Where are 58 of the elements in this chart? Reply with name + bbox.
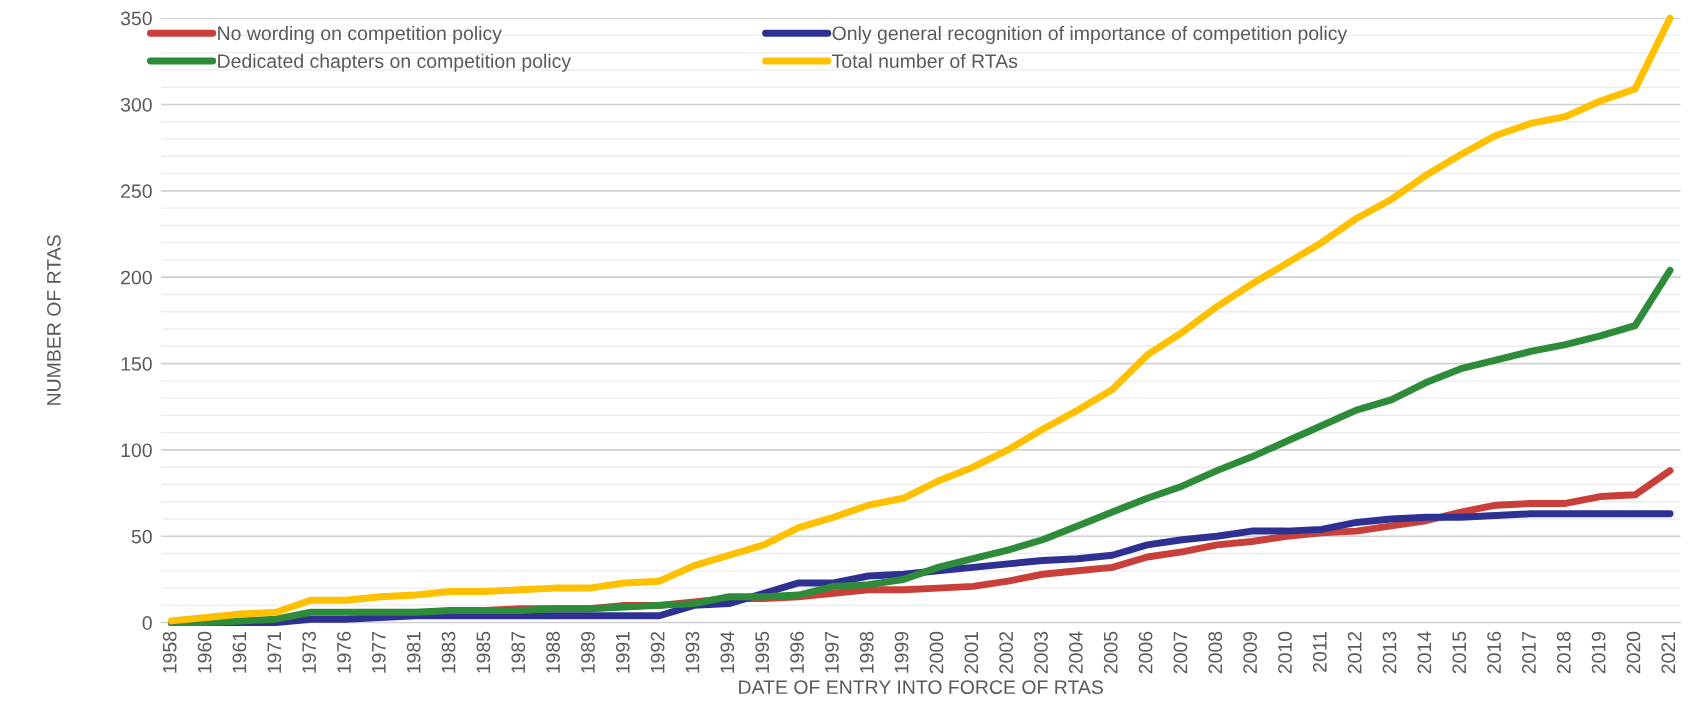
legend-label: Total number of RTAs [832,53,1018,69]
x-tick-label: 1998 [859,631,874,673]
x-tick-label: 1960 [197,631,212,673]
x-tick-label: 1994 [720,631,735,673]
x-tick-label: 2005 [1103,631,1118,674]
x-tick-label: 2017 [1522,631,1536,674]
x-tick-label: 2014 [1417,631,1432,674]
y-tick-label: 100 [121,443,152,458]
y-tick-label: 150 [121,357,152,371]
x-tick-label: 2013 [1382,631,1397,674]
x-tick-label: 1976 [337,631,351,673]
x-tick-label: 1991 [615,631,630,673]
legend-label: No wording on competition policy [218,25,502,44]
x-tick-label: 1989 [581,631,595,673]
x-tick-label: 2001 [964,631,979,674]
x-tick-label: 2009 [1243,631,1257,674]
x-tick-label: 1985 [476,631,491,673]
y-tick-label: 250 [121,184,152,199]
x-tick-label: 2018 [1556,631,1571,674]
y-axis-title: NUMBER OF RTAS [46,235,61,405]
x-tick-label: 2021 [1661,631,1676,674]
x-tick-label: 2003 [1034,631,1048,674]
x-tick-label: 2004 [1068,631,1083,674]
x-tick-label: 2012 [1347,631,1362,674]
x-tick-label: 1971 [267,631,282,673]
x-tick-label: 2002 [999,631,1014,674]
x-tick-label: 2016 [1487,631,1501,674]
x-tick-label: 1997 [825,631,839,673]
x-tick-label: 1958 [162,631,177,673]
y-tick-label: 300 [120,97,152,112]
x-tick-label: 1977 [371,631,386,673]
x-tick-label: 1981 [406,631,421,673]
x-tick-label: 2020 [1626,631,1641,674]
x-tick-label: 2011 [1312,631,1327,672]
x-tick-label: 1993 [685,631,700,673]
x-axis-title: DATE OF ENTRY INTO FORCE OF RTAS [739,680,1103,695]
y-tick-label: 50 [131,529,152,544]
x-tick-label: 1983 [441,631,456,673]
x-tick-label: 1987 [511,631,526,673]
y-tick-label: 350 [120,11,152,26]
x-tick-label: 2008 [1208,631,1223,674]
x-tick-label: 2000 [929,631,944,674]
legend-label: Dedicated chapters on competition policy [218,53,572,72]
x-tick-label: 1995 [755,631,770,673]
x-tick-label: 2006 [1138,631,1153,674]
legend-label: Only general recognition of importance of competition policy [832,25,1348,44]
x-tick-label: 2010 [1278,631,1292,674]
y-tick-label: 0 [142,616,152,630]
x-tick-label: 2019 [1591,631,1606,674]
x-tick-label: 2007 [1173,631,1188,674]
x-tick-label: 1973 [302,631,317,673]
y-tick-label: 200 [121,270,152,285]
x-tick-label: 1992 [650,631,665,673]
x-tick-label: 1988 [546,631,560,673]
x-tick-label: 1961 [232,631,247,673]
x-tick-label: 1999 [894,631,909,673]
x-tick-label: 2015 [1452,631,1467,674]
x-tick-label: 1996 [790,631,804,673]
